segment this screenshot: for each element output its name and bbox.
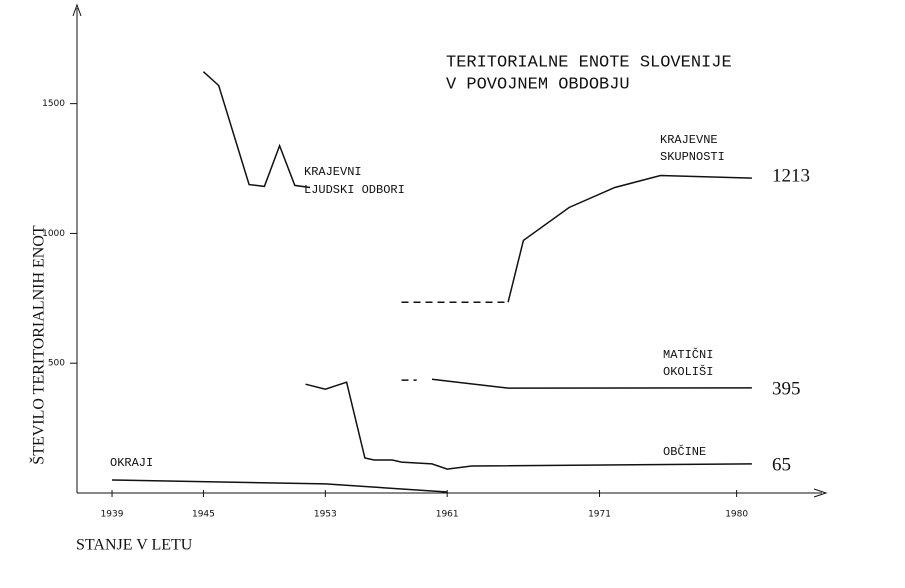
y-tick-label: 500 xyxy=(48,359,65,369)
series-label: KRAJEVNE xyxy=(660,133,718,147)
end-value: 1213 xyxy=(772,165,810,186)
x-tick-label: 1980 xyxy=(725,510,748,520)
series-label: OKOLIŠI xyxy=(663,364,713,379)
end-value: 65 xyxy=(772,454,791,475)
series-line xyxy=(305,381,752,470)
series-line xyxy=(111,479,448,493)
end-value: 395 xyxy=(772,378,801,399)
series-line xyxy=(202,71,311,189)
series-line xyxy=(507,174,752,303)
y-tick-label: 1500 xyxy=(42,99,65,109)
chart-title: TERITORIALNE ENOTE SLOVENIJE xyxy=(446,53,732,72)
x-axis-arrow xyxy=(813,488,828,498)
series-line xyxy=(431,378,752,389)
x-axis-label: STANJE V LETU xyxy=(76,537,193,554)
x-tick-label: 1953 xyxy=(314,510,337,520)
series-label: LJUDSKI ODBORI xyxy=(304,183,405,197)
y-tick-label: 1000 xyxy=(42,229,65,239)
y-axis-arrow xyxy=(72,3,82,17)
y-axis-label: ŠTEVILO TERITORIALNIH ENOT xyxy=(29,225,48,465)
series-label: OKRAJI xyxy=(110,456,153,470)
series-label: OBČINE xyxy=(663,444,706,459)
x-tick-label: 1945 xyxy=(192,510,215,520)
x-tick-label: 1971 xyxy=(588,510,611,520)
x-tick-label: 1961 xyxy=(436,510,459,520)
series-label: MATIČNI xyxy=(663,347,713,362)
series-label: KRAJEVNI xyxy=(304,165,362,179)
x-tick-label: 1939 xyxy=(101,510,124,520)
series-label: SKUPNOSTI xyxy=(660,150,725,164)
chart-title: V POVOJNEM OBDOBJU xyxy=(446,75,630,94)
